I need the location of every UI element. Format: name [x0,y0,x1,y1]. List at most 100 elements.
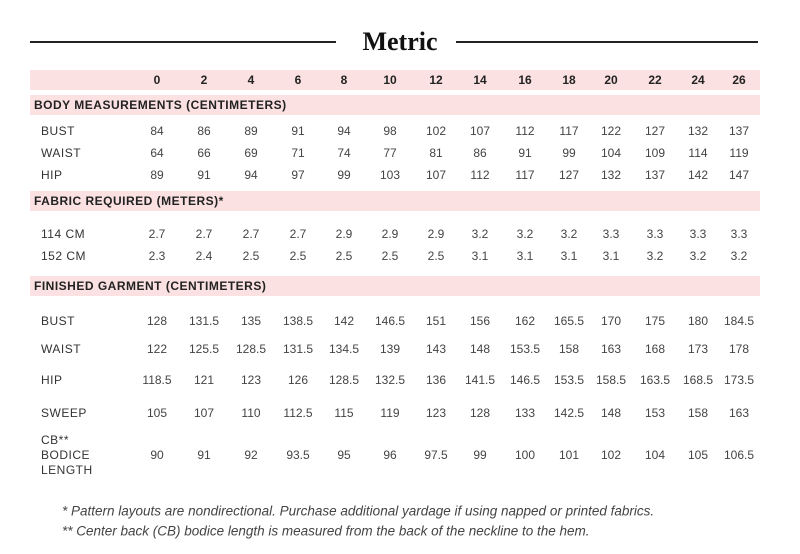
title: Metric [362,27,438,56]
cell: 106.5 [723,448,755,462]
section-band [30,276,760,296]
title-rule [30,41,336,43]
cell: 89 [244,124,258,138]
cell: 3.2 [730,249,748,263]
cell: 131.5 [188,314,220,328]
cell: 122 [600,124,622,138]
cell: 71 [291,146,305,160]
row-label: BODICE [41,448,91,462]
size-header: 26 [732,73,746,87]
cell: 105 [687,448,709,462]
cell: 132 [687,124,709,138]
header-band [30,70,760,90]
cell: 121 [193,373,215,387]
cell: 2.7 [242,227,260,241]
row-label: HIP [41,373,63,387]
row-label: BUST [41,314,76,328]
row-label: BUST [41,124,76,138]
cell: 142 [687,168,709,182]
section-band [30,95,760,115]
cell: 107 [469,124,491,138]
cell: 2.7 [195,227,213,241]
cell: 153.5 [509,342,541,356]
cell: 64 [150,146,164,160]
cell: 128 [146,314,168,328]
cell: 123 [425,406,447,420]
title-rule [456,41,758,43]
cell: 2.9 [335,227,353,241]
cell: 77 [383,146,397,160]
cell: 3.2 [471,227,489,241]
cell: 137 [644,168,666,182]
cell: 148 [469,342,491,356]
cell: 3.3 [730,227,748,241]
cell: 2.5 [381,249,399,263]
row-label: SWEEP [41,406,87,420]
cell: 94 [337,124,351,138]
cell: 109 [644,146,666,160]
cell: 132.5 [374,373,406,387]
cell: 135 [240,314,262,328]
cell: 143 [425,342,447,356]
cell: 3.2 [646,249,664,263]
cell: 122 [146,342,168,356]
cell: 119 [729,146,749,160]
footnote: * Pattern layouts are nondirectional. Pu… [62,503,655,519]
cell: 3.1 [602,249,620,263]
cell: 102 [425,124,447,138]
cell: 3.3 [689,227,707,241]
cell: 175 [644,314,666,328]
cell: 163 [728,406,750,420]
size-header: 22 [648,73,662,87]
cell: 103 [379,168,401,182]
cell: 117 [559,124,579,138]
cell: 66 [197,146,211,160]
cell: 2.5 [427,249,445,263]
cell: 134.5 [328,342,360,356]
cell: 123 [240,373,262,387]
cell: 126 [287,373,309,387]
cell: 94 [244,168,258,182]
cell: 107 [193,406,215,420]
cell: 86 [197,124,211,138]
cell: 168.5 [682,373,714,387]
cell: 128.5 [328,373,360,387]
row-label: WAIST [41,146,82,160]
cell: 131.5 [282,342,314,356]
row-label: 152 CM [41,249,87,263]
cell: 114 [688,146,708,160]
cell: 141.5 [464,373,496,387]
size-header: 24 [691,73,705,87]
cell: 127 [558,168,580,182]
cell: 163 [600,342,622,356]
size-header: 0 [153,73,161,87]
cell: 74 [337,146,351,160]
size-header: 4 [247,73,255,87]
cell: 96 [383,448,397,462]
cell: 147 [728,168,750,182]
cell: 165.5 [553,314,585,328]
cell: 127 [644,124,666,138]
cell: 158.5 [595,373,627,387]
cell: 92 [244,448,258,462]
cell: 81 [429,146,443,160]
cell: 136 [425,373,447,387]
cell: 2.5 [335,249,353,263]
cell: 91 [518,146,532,160]
cell: 2.3 [148,249,166,263]
cell: 98 [383,124,397,138]
cell: 3.2 [560,227,578,241]
cell: 173 [687,342,709,356]
section-heading: FINISHED GARMENT (CENTIMETERS) [34,279,267,293]
cell: 158 [687,406,709,420]
cell: 105 [146,406,168,420]
cell: 153.5 [553,373,585,387]
cell: 112 [470,168,490,182]
footnote: ** Center back (CB) bodice length is mea… [62,523,590,539]
cell: 162 [514,314,536,328]
cell: 125.5 [188,342,220,356]
size-header: 6 [294,73,302,87]
cell: 2.4 [195,249,213,263]
cell: 3.1 [560,249,578,263]
